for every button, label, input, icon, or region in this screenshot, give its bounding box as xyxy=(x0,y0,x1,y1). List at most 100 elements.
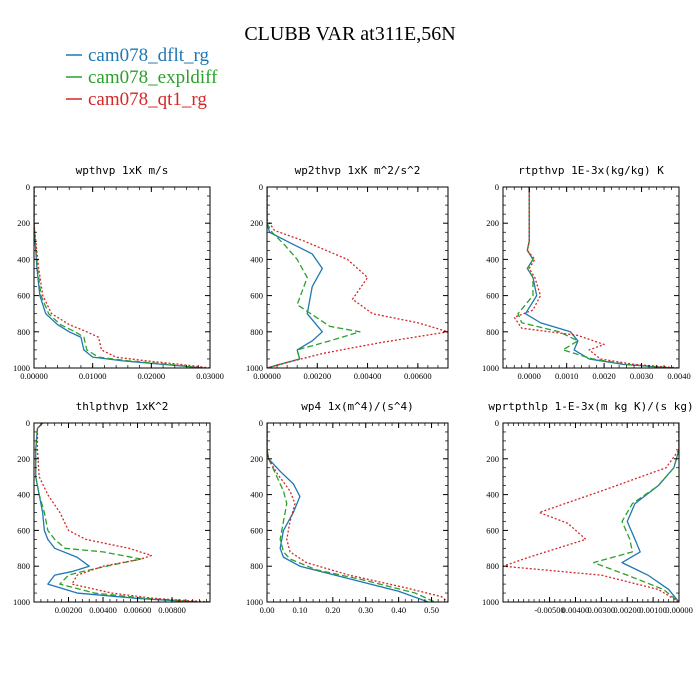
y-tick-label: 1000 xyxy=(246,363,263,373)
plot-frame xyxy=(266,186,449,369)
y-tick-label: 800 xyxy=(250,561,263,571)
x-tick-label: 0.00100 xyxy=(639,605,667,615)
legend-entry: cam078_expldiff xyxy=(88,67,218,88)
series-line-1 xyxy=(621,423,679,602)
y-tick-label: 1000 xyxy=(482,597,499,607)
panel-title: rtpthvp 1E-3x(kg/kg) K xyxy=(518,164,664,177)
legend-entry: cam078_dflt_rg xyxy=(88,45,210,66)
y-tick-label: 1000 xyxy=(246,597,263,607)
x-tick-label: 0.00400 xyxy=(562,605,590,615)
y-tick-label: 200 xyxy=(486,218,499,228)
y-tick-label: 0 xyxy=(495,418,499,428)
panel-title: wp4 1x(m^4)/(s^4) xyxy=(301,400,414,413)
x-tick-label: 0.00200 xyxy=(55,605,83,615)
series-line-2 xyxy=(267,187,361,368)
x-tick-label: 0.30 xyxy=(358,605,373,615)
y-tick-label: 0 xyxy=(495,182,499,192)
y-tick-label: 800 xyxy=(17,561,30,571)
y-tick-label: 800 xyxy=(486,327,499,337)
x-tick-label: 0.10 xyxy=(292,605,307,615)
y-tick-label: 200 xyxy=(17,218,30,228)
y-tick-label: 200 xyxy=(486,454,499,464)
x-tick-label: 0.0010 xyxy=(555,371,578,381)
y-tick-label: 0 xyxy=(259,182,263,192)
y-tick-label: 1000 xyxy=(13,363,30,373)
plot-frame xyxy=(502,422,680,603)
series-line-2 xyxy=(35,423,202,602)
x-tick-label: 0.00600 xyxy=(404,371,432,381)
y-tick-label: 600 xyxy=(250,291,263,301)
x-tick-label: 0.01000 xyxy=(79,371,107,381)
x-tick-label: 0.00000 xyxy=(20,371,48,381)
chart-panel-2: wp2thvp 1xK m^2/s^2020040060080010000.00… xyxy=(246,164,449,381)
x-tick-label: -0.00500 xyxy=(534,605,564,615)
series-line-1 xyxy=(34,187,205,368)
y-tick-label: 0 xyxy=(259,418,263,428)
y-tick-label: 1000 xyxy=(13,597,30,607)
series-line-2 xyxy=(517,187,676,368)
x-tick-label: 0.00 xyxy=(260,605,275,615)
series-line-2 xyxy=(34,187,205,368)
figure-title: CLUBB VAR at311E,56N xyxy=(244,23,455,45)
legend-entry: cam078_qt1_rg xyxy=(88,89,207,110)
y-tick-label: 600 xyxy=(17,525,30,535)
y-tick-label: 400 xyxy=(250,254,263,264)
y-tick-label: 0 xyxy=(26,182,30,192)
series-line-2 xyxy=(592,423,679,602)
y-tick-label: 200 xyxy=(250,218,263,228)
series-line-3 xyxy=(267,423,448,602)
x-tick-label: 0.0020 xyxy=(592,371,615,381)
series-line-3 xyxy=(36,423,210,602)
y-tick-label: 800 xyxy=(17,327,30,337)
series-line-1 xyxy=(524,187,672,368)
series-line-3 xyxy=(513,187,679,368)
series-line-3 xyxy=(267,187,448,368)
series-line-2 xyxy=(267,423,436,602)
x-tick-label: 0.40 xyxy=(391,605,406,615)
y-tick-label: 400 xyxy=(486,254,499,264)
plot-frame xyxy=(33,186,211,369)
x-tick-label: 0.50 xyxy=(424,605,439,615)
y-tick-label: 200 xyxy=(17,454,30,464)
series-line-3 xyxy=(503,423,679,602)
y-tick-label: 400 xyxy=(250,490,263,500)
x-tick-label: 0.0040 xyxy=(667,371,690,381)
legend: cam078_dflt_rgcam078_expldiffcam078_qt1_… xyxy=(66,45,218,110)
x-tick-label: 0.00200 xyxy=(303,371,331,381)
x-tick-label: 0.00000 xyxy=(253,371,281,381)
y-tick-label: 600 xyxy=(250,525,263,535)
chart-panel-6: wprtpthlp 1-E-3x(m kg K)/(s kg) 0 200 400 60… xyxy=(482,400,694,615)
x-tick-label: 0.00400 xyxy=(354,371,382,381)
x-tick-label: 0.00200 xyxy=(613,605,641,615)
x-tick-label: 0.20 xyxy=(325,605,340,615)
panel-title: thlpthvp 1xK^2 xyxy=(76,400,169,413)
x-tick-label: 0.00800 xyxy=(158,605,186,615)
y-tick-label: 400 xyxy=(17,254,30,264)
y-tick-label: 200 xyxy=(250,454,263,464)
y-tick-label: 0 xyxy=(26,418,30,428)
chart-panel-4: thlpthvp 1xK^2 0 200 400 600 800 1000 0.00200 0.… xyxy=(13,400,211,615)
x-tick-label: 0.00000 xyxy=(665,605,693,615)
x-tick-label: 0.0030 xyxy=(630,371,653,381)
x-tick-label: 0.00300 xyxy=(588,605,616,615)
y-tick-label: 600 xyxy=(486,525,499,535)
y-tick-label: 400 xyxy=(17,490,30,500)
x-tick-label: 0.02000 xyxy=(138,371,166,381)
panel-title: wpthvp 1xK m/s xyxy=(76,164,169,177)
panel-title: wp2thvp 1xK m^2/s^2 xyxy=(295,164,421,177)
series-line-1 xyxy=(267,423,429,602)
y-tick-label: 400 xyxy=(486,490,499,500)
x-tick-label: 0.00600 xyxy=(124,605,152,615)
series-line-1 xyxy=(267,187,323,368)
plot-frame xyxy=(266,422,449,603)
y-tick-label: 1000 xyxy=(482,363,499,373)
y-tick-label: 600 xyxy=(17,291,30,301)
x-tick-label: 0.00400 xyxy=(89,605,117,615)
panel-title: wprtpthlp 1-E-3x(m kg K)/(s kg) xyxy=(488,400,693,413)
x-tick-label: 0.0000 xyxy=(518,371,541,381)
y-tick-label: 800 xyxy=(250,327,263,337)
